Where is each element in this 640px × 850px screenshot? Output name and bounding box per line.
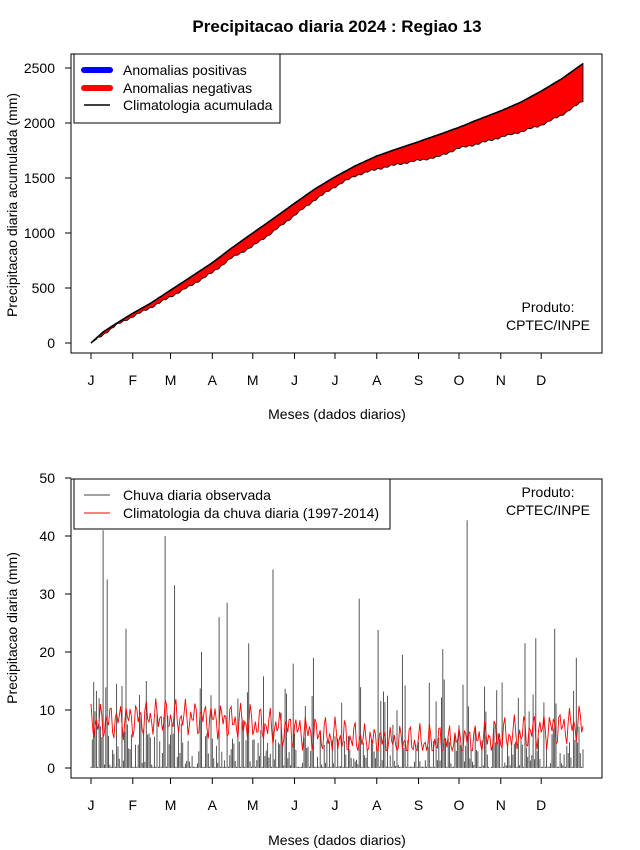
top-x-tick-label: A <box>208 372 218 388</box>
bottom-x-tick-label: J <box>331 797 338 813</box>
bottom-x-tick-label: M <box>165 797 177 813</box>
top-y-tick-label: 0 <box>47 335 55 351</box>
bottom-x-tick-label: M <box>247 797 259 813</box>
top-legend: Anomalias positivas Anomalias negativas … <box>73 53 281 124</box>
top-x-tick-label: J <box>88 372 95 388</box>
bottom-x-axis-label: Meses (dados diarios) <box>268 832 406 848</box>
bottom-y-axis-label: Precipitacao diaria (mm) <box>4 552 20 704</box>
top-x-tick-label: A <box>372 372 382 388</box>
legend-label-daily-climatology: Climatologia da chuva diaria (1997-2014) <box>123 505 379 521</box>
top-y-tick-label: 500 <box>32 280 56 296</box>
daily-climatology-line-group <box>90 698 584 753</box>
bottom-x-tick-label: N <box>496 797 506 813</box>
top-y-axis-label: Precipitacao diaria acumulada (mm) <box>4 93 20 317</box>
top-y-tick-label: 2500 <box>24 60 55 76</box>
bottom-x-tick-label: D <box>536 797 546 813</box>
daily-precipitation-panel: 0 10 20 30 40 50 J F M A M J J A S O N D Precipitacao di… <box>4 470 603 848</box>
top-credit-line-1: Produto: <box>522 299 575 315</box>
bottom-y-tick-label: 20 <box>39 644 55 660</box>
bottom-credit-line-2: CPTEC/INPE <box>506 502 590 518</box>
top-x-tick-label: O <box>454 372 465 388</box>
legend-label-observed: Chuva diaria observada <box>123 487 271 503</box>
top-climatology-line-group <box>90 62 584 344</box>
chart-title: Precipitacao diaria 2024 : Regiao 13 <box>192 17 481 36</box>
top-x-tick-label: N <box>496 372 506 388</box>
bottom-y-axis: 0 10 20 30 40 50 <box>39 470 71 776</box>
bottom-y-tick-label: 0 <box>47 760 55 776</box>
bottom-credit-line-1: Produto: <box>522 484 575 500</box>
top-y-tick-label: 1500 <box>24 170 55 186</box>
bottom-x-tick-label: J <box>291 797 298 813</box>
legend-label-negative: Anomalias negativas <box>123 80 252 96</box>
top-x-tick-label: S <box>414 372 423 388</box>
top-x-tick-label: J <box>331 372 338 388</box>
cumulative-precipitation-panel: 0 500 1000 1500 2000 2500 J F M A M J J A S O N D Precip… <box>4 53 603 422</box>
top-x-tick-label: M <box>247 372 259 388</box>
bottom-y-tick-label: 30 <box>39 586 55 602</box>
bottom-y-tick-label: 40 <box>39 528 55 544</box>
top-x-axis-label: Meses (dados diarios) <box>268 406 406 422</box>
top-y-tick-label: 1000 <box>24 225 55 241</box>
top-credit-line-2: CPTEC/INPE <box>506 317 590 333</box>
top-x-tick-label: M <box>165 372 177 388</box>
bottom-legend-box <box>73 478 391 530</box>
bottom-x-tick-label: S <box>414 797 423 813</box>
top-y-axis: 0 500 1000 1500 2000 2500 <box>24 60 71 351</box>
legend-label-climatology: Climatologia acumulada <box>123 97 273 113</box>
top-x-tick-label: D <box>536 372 546 388</box>
bottom-x-tick-label: F <box>129 797 138 813</box>
bottom-x-tick-label: O <box>454 797 465 813</box>
bottom-legend: Chuva diaria observada Climatologia da c… <box>73 478 391 530</box>
bottom-x-tick-label: A <box>372 797 382 813</box>
climatology-cumulative-line <box>90 62 584 344</box>
daily-climatology-line <box>90 698 584 753</box>
bottom-y-tick-label: 50 <box>39 470 55 486</box>
top-x-tick-label: F <box>129 372 138 388</box>
bottom-x-tick-label: A <box>208 797 218 813</box>
legend-label-positive: Anomalias positivas <box>123 62 247 78</box>
top-x-tick-label: J <box>291 372 298 388</box>
bottom-x-tick-label: J <box>88 797 95 813</box>
daily-rain-bars <box>90 520 584 768</box>
bottom-y-tick-label: 10 <box>39 702 55 718</box>
top-y-tick-label: 2000 <box>24 115 55 131</box>
